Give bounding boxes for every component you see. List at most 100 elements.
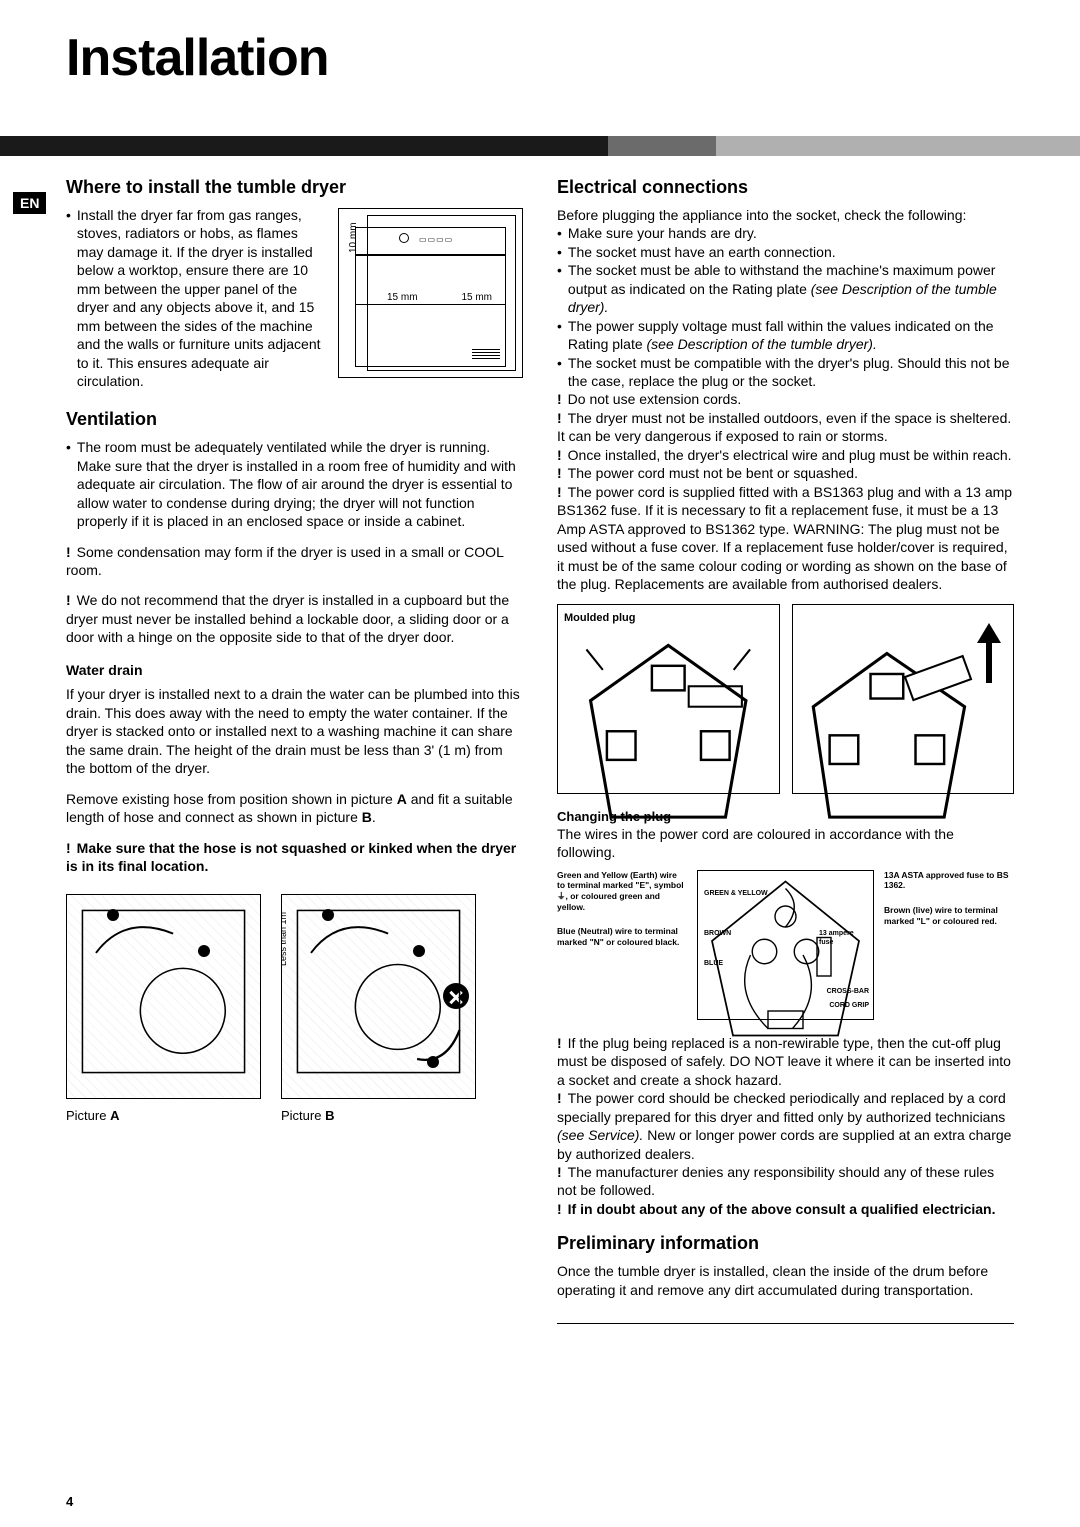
elec-b2-text: The socket must have an earth connection… — [568, 243, 836, 261]
elec-b5: The socket must be compatible with the d… — [557, 354, 1014, 391]
language-tag: EN — [13, 192, 46, 214]
plug-box-left: Moulded plug — [557, 604, 780, 794]
elec-w5-text: The power cord is supplied fitted with a… — [557, 484, 1012, 592]
picture-a: Picture A — [66, 894, 261, 1124]
wiring-tag-brown: BROWN — [704, 929, 731, 938]
bar-light — [716, 136, 1080, 156]
picture-a-frame — [66, 894, 261, 1099]
wiring-diagram-row: Green and Yellow (Earth) wire to termina… — [557, 870, 1014, 1020]
diagram-slots: ▭▭▭▭ — [419, 235, 453, 246]
picture-a-caption: Picture A — [66, 1107, 261, 1124]
elec-b3-text: The socket must be able to withstand the… — [568, 261, 1014, 316]
elec-w8: The manufacturer denies any responsibili… — [557, 1163, 1014, 1200]
wiring-left2: Blue (Neutral) wire to terminal marked "… — [557, 926, 687, 947]
pic-a-cap-letter: A — [110, 1108, 119, 1123]
elec-b4: The power supply voltage must fall withi… — [557, 317, 1014, 354]
plug-box-right — [792, 604, 1015, 794]
picture-b-svg — [282, 895, 475, 1088]
drain-p2: Remove existing hose from position shown… — [66, 790, 523, 827]
elec-b2: The socket must have an earth connection… — [557, 243, 1014, 261]
elec-w1: Do not use extension cords. — [557, 390, 1014, 408]
vent-warn2: We do not recommend that the dryer is in… — [66, 591, 523, 646]
wiring-right-labels: 13A ASTA approved fuse to BS 1362. Brown… — [884, 870, 1014, 941]
elec-w4-text: The power cord must not be bent or squas… — [568, 465, 858, 481]
drain-p2c: . — [372, 809, 376, 825]
page-title: Installation — [66, 28, 328, 88]
elec-intro: Before plugging the appliance into the s… — [557, 206, 1014, 224]
elec-w2: The dryer must not be installed outdoors… — [557, 409, 1014, 446]
pic-b-cap-pre: Picture — [281, 1108, 325, 1123]
picture-b-caption: Picture B — [281, 1107, 476, 1124]
plug-diagram-row: Moulded plug — [557, 604, 1014, 794]
heading-preliminary: Preliminary information — [557, 1232, 1014, 1256]
wiring-tag-amp: 13 ampere fuse — [819, 929, 869, 947]
heading-ventilation: Ventilation — [66, 408, 523, 432]
left-column: Where to install the tumble dryer Instal… — [66, 166, 523, 1477]
elec-w8-text: The manufacturer denies any responsibili… — [557, 1164, 994, 1198]
elec-w9: If in doubt about any of the above consu… — [557, 1200, 1014, 1218]
wiring-tag-gy: GREEN & YELLOW — [704, 889, 768, 898]
right-column: Electrical connections Before plugging t… — [557, 166, 1014, 1477]
picture-row: Picture A Less than 1m Picture B — [66, 894, 523, 1124]
elec-w2-text: The dryer must not be installed outdoors… — [557, 410, 1011, 444]
install-text-body: Install the dryer far from gas ranges, s… — [77, 206, 326, 391]
heading-install: Where to install the tumble dryer — [66, 176, 523, 200]
bottom-rule — [557, 1323, 1014, 1324]
elec-w3-text: Once installed, the dryer's electrical w… — [568, 447, 1012, 463]
page-number: 4 — [66, 1494, 73, 1509]
elec-b3: The socket must be able to withstand the… — [557, 261, 1014, 316]
elec-w7i: (see Service). — [557, 1127, 643, 1143]
vent-warn2-text: We do not recommend that the dryer is in… — [66, 592, 509, 645]
vent-p1: The room must be adequately ventilated w… — [66, 438, 523, 530]
wiring-tag-cross: CROSS-BAR — [827, 987, 869, 996]
elec-b1: Make sure your hands are dry. — [557, 224, 1014, 242]
bar-dark — [0, 136, 608, 156]
elec-w5: The power cord is supplied fitted with a… — [557, 483, 1014, 594]
wiring-right2: Brown (live) wire to terminal marked "L"… — [884, 905, 1014, 926]
heading-electrical: Electrical connections — [557, 176, 1014, 200]
heading-water-drain: Water drain — [66, 661, 523, 679]
prelim-text: Once the tumble dryer is installed, clea… — [557, 1262, 1014, 1299]
vent-warn1: Some condensation may form if the dryer … — [66, 543, 523, 580]
elec-w4: The power cord must not be bent or squas… — [557, 464, 1014, 482]
install-text: Install the dryer far from gas ranges, s… — [66, 206, 326, 391]
drain-warn: Make sure that the hose is not squashed … — [66, 839, 523, 876]
content-columns: Where to install the tumble dryer Instal… — [66, 166, 1014, 1477]
plug-label: Moulded plug — [564, 611, 773, 626]
plug-right-svg — [801, 629, 1006, 834]
elec-w9-text: If in doubt about any of the above consu… — [568, 1201, 996, 1217]
plug-left-svg — [566, 629, 771, 834]
header-bars — [0, 136, 1080, 156]
wiring-right1: 13A ASTA approved fuse to BS 1362. — [884, 870, 1014, 891]
diagram-foot — [472, 349, 500, 359]
pic-b-cap-letter: B — [325, 1108, 334, 1123]
elec-b1-text: Make sure your hands are dry. — [568, 224, 757, 242]
vent-warn1-text: Some condensation may form if the dryer … — [66, 544, 503, 578]
picture-b: Less than 1m Picture B — [281, 894, 476, 1124]
wiring-tag-blue: BLUE — [704, 959, 723, 968]
elec-w7a: The power cord should be checked periodi… — [557, 1090, 1006, 1124]
elec-w3: Once installed, the dryer's electrical w… — [557, 446, 1014, 464]
elec-b5-text: The socket must be compatible with the d… — [568, 354, 1014, 391]
wiring-tag-cord: CORD GRIP — [829, 1001, 869, 1010]
elec-w1-text: Do not use extension cords. — [568, 391, 742, 407]
bar-mid — [608, 136, 716, 156]
drain-warn-text: Make sure that the hose is not squashed … — [66, 840, 516, 874]
picture-b-frame: Less than 1m — [281, 894, 476, 1099]
wiring-left-labels: Green and Yellow (Earth) wire to termina… — [557, 870, 687, 962]
elec-w7: The power cord should be checked periodi… — [557, 1089, 1014, 1163]
diagram-15mm-left: 15 mm — [387, 291, 418, 304]
diagram-15mm-right: 15 mm — [461, 291, 492, 304]
clearance-diagram: 10 mm ▭▭▭▭ 15 mm 15 mm — [338, 208, 523, 378]
picture-a-svg — [67, 895, 260, 1088]
drain-p2-A: A — [397, 791, 407, 807]
drain-p2-B: B — [362, 809, 372, 825]
elec-b4i: (see Description of the tumble dryer). — [647, 336, 877, 352]
wiring-left1: Green and Yellow (Earth) wire to termina… — [557, 870, 687, 913]
elec-w7-text: The power cord should be checked periodi… — [557, 1090, 1011, 1161]
pic-a-cap-pre: Picture — [66, 1108, 110, 1123]
wiring-center-diagram: GREEN & YELLOW BROWN BLUE 13 ampere fuse… — [697, 870, 874, 1020]
vent-p1-text: The room must be adequately ventilated w… — [77, 438, 523, 530]
drain-p2a: Remove existing hose from position shown… — [66, 791, 397, 807]
elec-b4-text: The power supply voltage must fall withi… — [568, 317, 1014, 354]
